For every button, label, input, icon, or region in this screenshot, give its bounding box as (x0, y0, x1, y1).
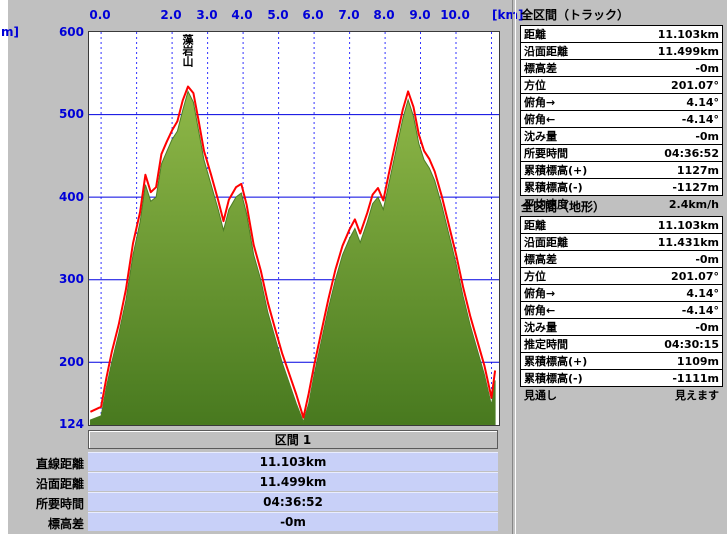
table-row: 平均速度 2.4km/h (524, 197, 719, 212)
segment-value-row: 04:36:52 (88, 492, 498, 511)
table-row: 累積標高(-) -1111m (521, 370, 722, 387)
x-tick-label: 0.0 (89, 8, 111, 22)
x-tick-label: 4.0 (231, 8, 253, 22)
x-tick-label: 3.0 (196, 8, 218, 22)
table-row: 距離 11.103km (521, 217, 722, 234)
segment-header-button[interactable]: 区間 1 (88, 430, 498, 449)
table-row: 推定時間 04:30:15 (521, 336, 722, 353)
peak-annotation: 藻岩山 (181, 34, 195, 67)
elevation-profile-svg (89, 32, 499, 425)
table-row: 方位 201.07° (521, 77, 722, 94)
left-edge-strip (0, 0, 8, 534)
table-row: 沈み量 -0m (521, 128, 722, 145)
table-row: 累積標高(+) 1127m (521, 162, 722, 179)
segment-value-row: 11.103km (88, 452, 498, 471)
table-row: 俯角→ 4.14° (521, 285, 722, 302)
segment-row-label: 直線距離 (35, 457, 84, 471)
x-tick-label: 8.0 (373, 8, 395, 22)
y-tick-label: 500 (58, 107, 84, 121)
segment-row-label: 所要時間 (35, 497, 84, 511)
y-tick-label: 600 (58, 25, 84, 39)
x-tick-label: 5.0 (267, 8, 289, 22)
y-tick-label: 400 (58, 190, 84, 204)
x-tick-label: 6.0 (302, 8, 324, 22)
terrain-panel-table: 距離 11.103km 沿面距離 11.431km 標高差 -0m 方位 201.07°… (520, 216, 723, 402)
table-row: 累積標高(+) 1109m (521, 353, 722, 370)
table-row: 沿面距離 11.499km (521, 43, 722, 60)
track-panel-table: 距離 11.103km 沿面距離 11.499km 標高差 -0m 方位 201.07°… (520, 25, 723, 211)
table-row: 標高差 -0m (521, 251, 722, 268)
x-tick-label: 7.0 (338, 8, 360, 22)
segment-value-row: -0m (88, 512, 498, 531)
table-row: 距離 11.103km (521, 26, 722, 43)
terrain-panel-title: 全区間（地形） (521, 200, 606, 214)
table-row: 累積標高(-) -1127m (521, 179, 722, 196)
x-tick-label: 10.0 (440, 8, 470, 22)
table-row: 俯角← -4.14° (521, 111, 722, 128)
table-row: 俯角← -4.14° (521, 302, 722, 319)
x-tick-label: 2.0 (160, 8, 182, 22)
table-row: 見通し 見えます (524, 389, 719, 402)
segment-row-label: 沿面距離 (35, 477, 84, 491)
y-tick-label: 300 (58, 272, 84, 286)
x-tick-label: 9.0 (409, 8, 431, 22)
table-row: 俯角→ 4.14° (521, 94, 722, 111)
elevation-profile-chart[interactable]: 藻岩山 (88, 31, 500, 426)
segment-value-row: 11.499km (88, 472, 498, 491)
panel-divider (512, 0, 516, 534)
table-row: 沈み量 -0m (521, 319, 722, 336)
table-row: 方位 201.07° (521, 268, 722, 285)
y-axis-unit-label: m] (1, 25, 19, 39)
y-tick-label: 200 (58, 355, 84, 369)
table-row: 標高差 -0m (521, 60, 722, 77)
segment-row-label: 標高差 (47, 517, 84, 531)
table-row: 所要時間 04:36:52 (521, 145, 722, 162)
y-tick-label: 124 (58, 417, 84, 431)
track-panel-title: 全区間（トラック） (521, 8, 630, 22)
table-row: 沿面距離 11.431km (521, 234, 722, 251)
